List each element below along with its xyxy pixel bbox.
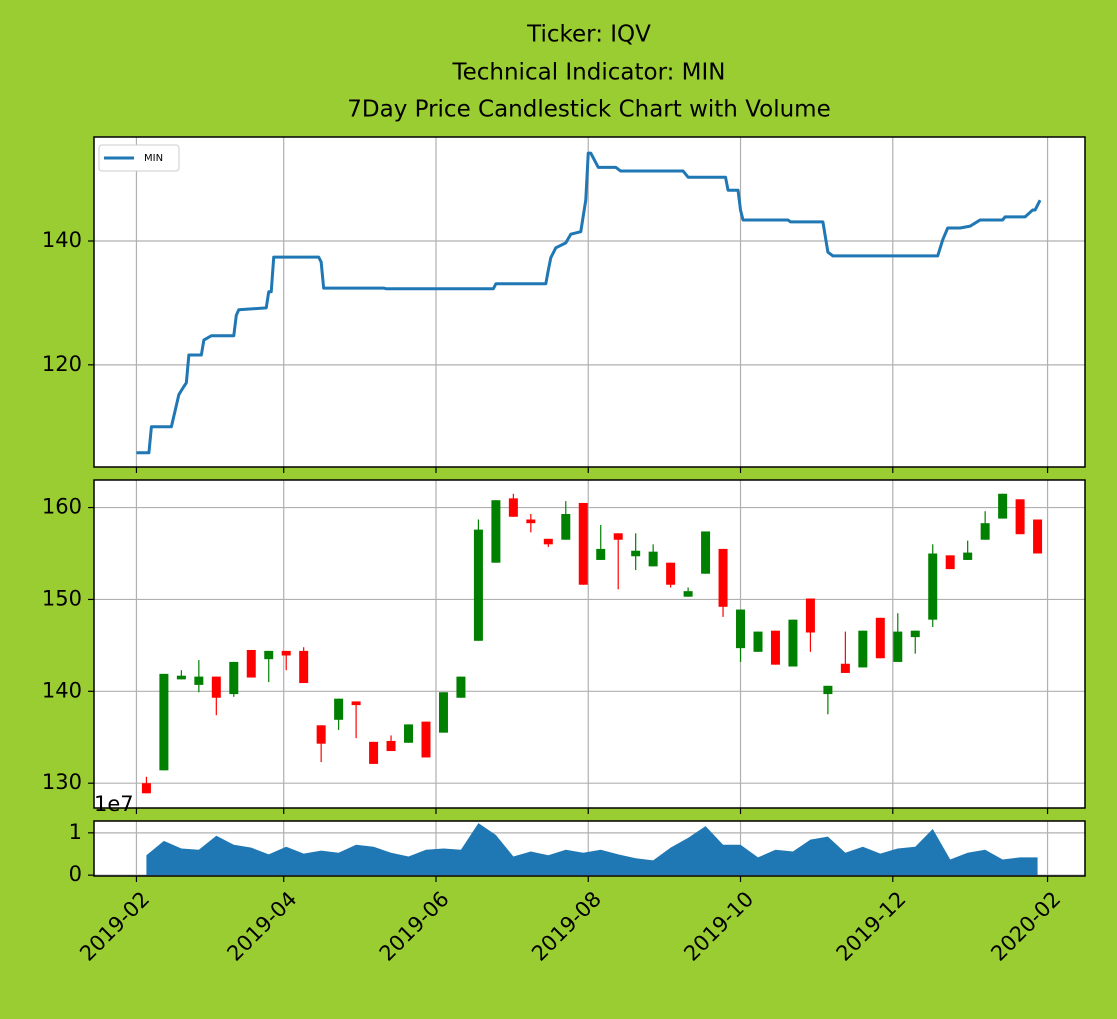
candle-body <box>141 783 151 794</box>
chart-title: Ticker: IQV <box>526 22 651 48</box>
x-tick-label: 2019-10 <box>679 887 758 966</box>
candle-body <box>631 550 641 557</box>
candle-body <box>613 533 623 540</box>
candle-body <box>980 523 990 540</box>
candle-body <box>176 675 186 680</box>
candle-body <box>840 663 850 673</box>
y-tick-label: 0 <box>69 862 82 886</box>
y-tick-label: 1 <box>69 820 82 844</box>
candle-body <box>701 531 711 574</box>
candle-body <box>1033 519 1043 554</box>
plot-area <box>94 137 1085 467</box>
candle-body <box>334 698 344 720</box>
axis-scale-label: 1e7 <box>94 792 134 816</box>
y-tick-label: 160 <box>42 495 82 519</box>
candle-body <box>928 553 938 620</box>
candle-body <box>998 493 1008 519</box>
x-tick-label: 2019-06 <box>375 887 454 966</box>
candle-body <box>404 724 414 743</box>
candle-body <box>963 552 973 560</box>
candle-body <box>159 673 169 771</box>
legend-label: MIN <box>144 153 163 164</box>
candle-body <box>788 619 798 667</box>
candle-body <box>491 500 501 563</box>
candle-body <box>473 529 483 641</box>
x-tick-label: 2019-04 <box>222 887 301 966</box>
candle-body <box>666 562 676 585</box>
candle-body <box>875 617 885 659</box>
chart-title: 7Day Price Candlestick Chart with Volume <box>347 97 830 123</box>
candle-body <box>456 676 466 698</box>
candle-body <box>526 519 536 524</box>
y-tick-label: 130 <box>42 770 82 794</box>
candle-body <box>945 555 955 570</box>
candle-body <box>508 498 518 517</box>
candle-body <box>596 548 606 560</box>
candle-body <box>194 676 204 685</box>
x-tick-label: 2019-02 <box>75 887 154 966</box>
candle-body <box>211 676 221 698</box>
candle-body <box>858 630 868 668</box>
candle-body <box>438 692 448 733</box>
axes-frame <box>93 479 1086 809</box>
legend-box <box>98 144 180 172</box>
candle-body <box>543 538 553 545</box>
y-tick-label: 120 <box>42 352 82 376</box>
candle-body <box>805 598 815 633</box>
volume-area <box>146 823 1038 876</box>
x-tick-label: 2019-08 <box>527 887 606 966</box>
candle-body <box>386 740 396 752</box>
candle-body <box>648 551 658 567</box>
y-tick-label: 140 <box>42 228 82 252</box>
candle-body <box>264 650 274 660</box>
x-tick-label: 2019-12 <box>832 887 911 966</box>
candle-body <box>369 741 379 764</box>
candle-body <box>561 513 571 540</box>
candle-body <box>770 630 780 665</box>
candle-body <box>316 725 326 744</box>
candle-body <box>683 591 693 597</box>
candle-body <box>753 631 763 652</box>
line-series <box>136 151 1042 455</box>
chart-title: Technical Indicator: MIN <box>451 60 725 86</box>
y-tick-label: 150 <box>42 586 82 610</box>
x-tick-label: 2020-02 <box>986 887 1065 966</box>
candle-body <box>910 630 920 638</box>
candle-body <box>299 650 309 684</box>
axes-frame <box>93 136 1086 468</box>
plot-area <box>94 480 1085 808</box>
y-tick-label: 140 <box>42 678 82 702</box>
candle-body <box>351 701 361 706</box>
candle-body <box>736 609 746 649</box>
candle-body <box>823 685 833 695</box>
candle-body <box>229 661 239 695</box>
candle-body <box>246 649 256 678</box>
candle-body <box>578 502 588 585</box>
candle-body <box>893 631 903 662</box>
axes-frame <box>93 820 1086 877</box>
candle-body <box>281 650 291 656</box>
candle-body <box>718 548 728 607</box>
candle-body <box>421 721 431 758</box>
legend: MIN <box>98 144 180 172</box>
candle-body <box>1015 499 1025 535</box>
